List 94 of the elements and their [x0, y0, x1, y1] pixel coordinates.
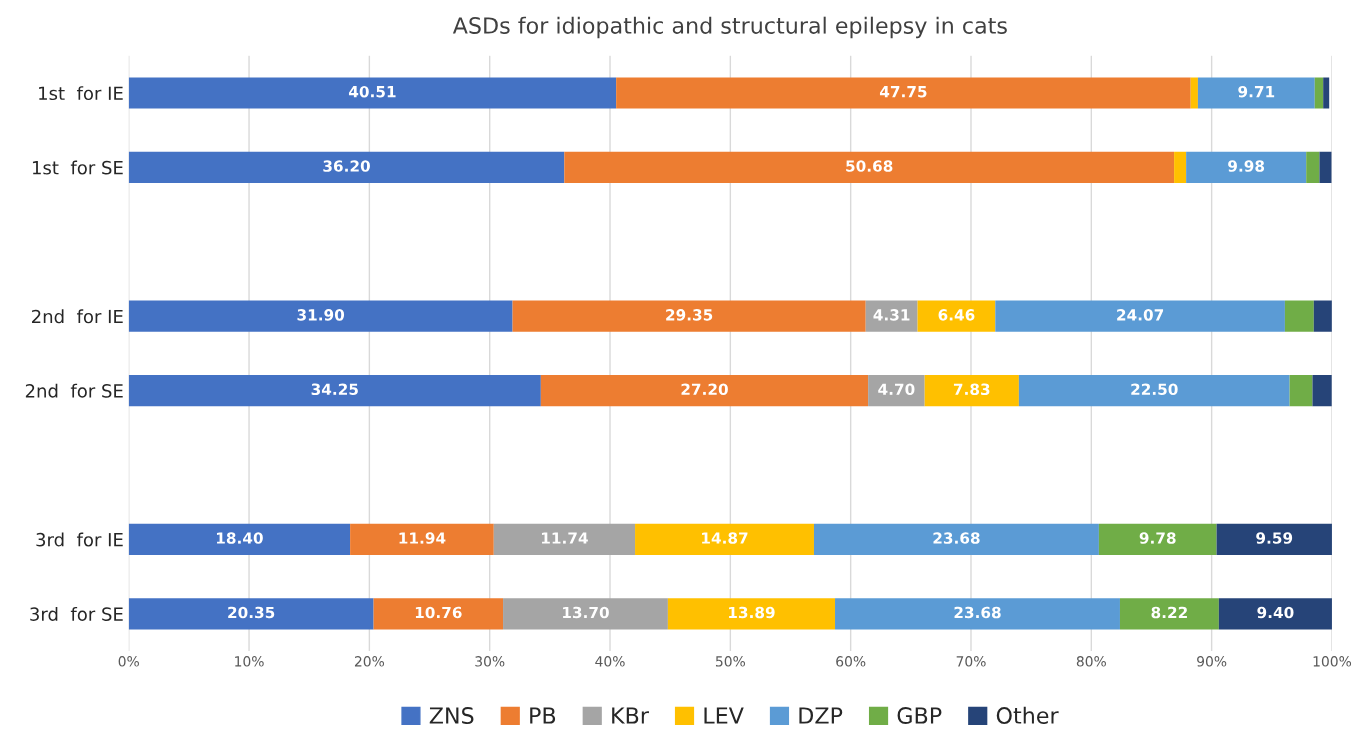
x-tick-label: 50% [715, 656, 746, 667]
x-tick-label: 40% [595, 656, 625, 667]
data-label: 40.51 [348, 85, 396, 98]
bar [128, 151, 565, 184]
data-label: 10.76 [415, 606, 462, 619]
data-label: 7.83 [953, 383, 990, 396]
bar [1186, 151, 1307, 184]
bar [868, 374, 925, 407]
bar [835, 598, 1120, 630]
legend-label: LEV [704, 707, 744, 724]
bar [1319, 151, 1332, 184]
y-tick-label: 2nd for IE [32, 309, 123, 324]
bar [128, 77, 617, 109]
bar [540, 374, 869, 407]
bar [1018, 374, 1290, 407]
x-tick-label: 60% [836, 656, 866, 667]
legend-label: DZP [799, 707, 843, 724]
bar [373, 598, 504, 630]
x-tick-label: 10% [235, 656, 264, 667]
bar [917, 300, 996, 332]
data-label: 13.70 [563, 606, 609, 619]
x-tick-label: 20% [354, 656, 385, 667]
data-label: 11.74 [541, 532, 588, 544]
legend-label: KBr [612, 707, 649, 724]
data-label: 20.35 [228, 606, 275, 619]
bar [512, 300, 866, 332]
data-label: 18.40 [216, 532, 263, 544]
legend-label: GBP [897, 707, 942, 724]
bar [1216, 523, 1332, 556]
bar [1312, 374, 1332, 407]
data-label: 9.71 [1238, 85, 1275, 98]
data-label: 47.75 [879, 86, 927, 98]
bar [1197, 77, 1315, 109]
bar [128, 374, 541, 407]
bar [1306, 151, 1320, 184]
y-tick-label: 2nd for SE [25, 383, 123, 398]
bar [1289, 374, 1313, 407]
data-label: 6.46 [938, 309, 975, 321]
bar [128, 523, 351, 556]
bar [616, 77, 1191, 109]
data-label: 23.68 [933, 532, 980, 544]
data-label: 9.40 [1257, 606, 1294, 619]
x-tick-label: 80% [1076, 656, 1106, 667]
bar [635, 523, 814, 556]
chart-title: ASDs for idiopathic and structural epilepsy in cats [452, 16, 1007, 39]
bar [128, 598, 374, 630]
data-label: 9.98 [1228, 160, 1265, 172]
x-tick-label: 100% [1313, 656, 1352, 667]
legend-label: Other [996, 706, 1059, 724]
data-label: 50.68 [846, 160, 893, 172]
data-label: 14.87 [702, 532, 748, 544]
bar [350, 523, 494, 556]
x-tick-label: 0% [118, 656, 139, 667]
bar [924, 374, 1019, 407]
data-label: 31.90 [297, 309, 345, 321]
bar [995, 300, 1285, 332]
data-label: 24.07 [1117, 309, 1164, 321]
data-label: 9.78 [1139, 532, 1176, 544]
bar [1323, 77, 1330, 109]
data-label: 36.20 [323, 160, 370, 172]
data-label: 11.94 [399, 532, 446, 544]
data-label: 34.25 [311, 383, 358, 396]
bar [1284, 300, 1314, 332]
bar [564, 151, 1175, 184]
x-tick-label: 30% [475, 656, 505, 667]
legend-label: PB [530, 707, 556, 724]
bar [813, 523, 1099, 556]
bar [1313, 300, 1332, 332]
bar [1119, 598, 1219, 630]
x-tick-label: 70% [956, 656, 986, 667]
bar [1314, 77, 1324, 109]
y-tick-label: 1st for SE [32, 160, 123, 175]
bar [128, 300, 513, 332]
data-label: 27.20 [681, 383, 728, 396]
data-label: 8.22 [1151, 606, 1187, 619]
data-label: 9.59 [1256, 532, 1293, 544]
bar [1190, 77, 1198, 109]
data-label: 4.70 [878, 383, 915, 396]
y-tick-label: 3rd for IE [36, 532, 123, 547]
bar [503, 598, 668, 630]
data-label: 13.89 [729, 606, 775, 619]
y-tick-label: 1st for IE [39, 86, 123, 101]
bar [1098, 523, 1217, 556]
legend-label: ZNS [429, 707, 474, 724]
data-label: 22.50 [1131, 383, 1178, 396]
bar [493, 523, 636, 556]
x-tick-label: 90% [1197, 656, 1227, 667]
bar [1218, 598, 1332, 630]
y-tick-label: 3rd for SE [30, 606, 123, 621]
bar [667, 598, 836, 630]
data-label: 4.31 [873, 309, 910, 321]
data-label: 29.35 [666, 309, 713, 321]
bar [1174, 151, 1187, 184]
data-label: 23.68 [954, 606, 1001, 619]
